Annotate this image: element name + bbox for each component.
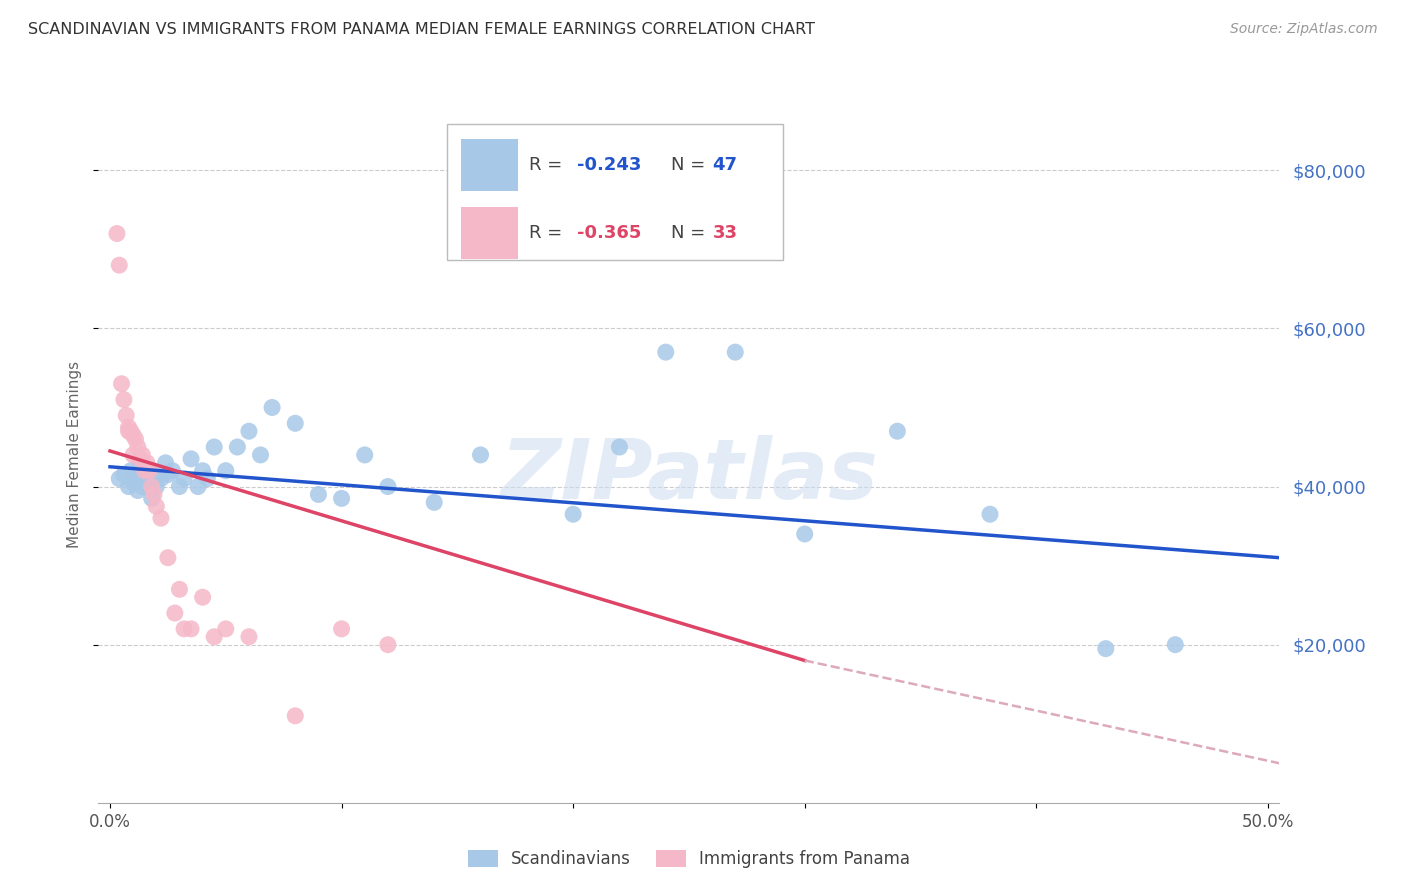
Point — [215, 464, 238, 478]
Point — [249, 448, 271, 462]
Point — [120, 464, 142, 478]
Point — [169, 582, 191, 597]
Point — [127, 440, 149, 454]
Point — [129, 456, 152, 470]
Point — [108, 472, 131, 486]
Point — [131, 479, 153, 493]
Text: -0.243: -0.243 — [576, 156, 641, 174]
Text: 33: 33 — [713, 224, 738, 242]
Point — [307, 487, 329, 501]
Point — [173, 622, 195, 636]
Y-axis label: Median Female Earnings: Median Female Earnings — [67, 361, 83, 549]
Point — [112, 392, 135, 407]
Point — [470, 448, 492, 462]
Point — [238, 424, 260, 438]
Point — [143, 467, 166, 482]
Point — [202, 440, 225, 454]
Point — [129, 451, 152, 466]
Point — [122, 428, 145, 442]
Point — [156, 467, 179, 482]
Text: N =: N = — [671, 156, 711, 174]
Point — [141, 491, 163, 506]
Point — [138, 479, 160, 493]
Bar — [461, 207, 517, 259]
Point — [1094, 641, 1116, 656]
Bar — [461, 139, 517, 191]
Point — [886, 424, 908, 438]
Point — [238, 630, 260, 644]
Point — [105, 227, 128, 241]
Point — [149, 472, 172, 486]
Point — [149, 511, 172, 525]
Point — [134, 472, 156, 486]
Point — [115, 409, 138, 423]
Text: SCANDINAVIAN VS IMMIGRANTS FROM PANAMA MEDIAN FEMALE EARNINGS CORRELATION CHART: SCANDINAVIAN VS IMMIGRANTS FROM PANAMA M… — [28, 22, 815, 37]
Text: ZIPatlas: ZIPatlas — [501, 435, 877, 516]
Point — [138, 464, 160, 478]
Text: Source: ZipAtlas.com: Source: ZipAtlas.com — [1230, 22, 1378, 37]
Point — [122, 448, 145, 462]
Point — [120, 424, 142, 438]
Text: R =: R = — [530, 156, 568, 174]
Point — [562, 507, 585, 521]
Point — [136, 456, 159, 470]
Point — [284, 417, 307, 431]
Point — [353, 448, 375, 462]
Point — [195, 472, 218, 486]
Point — [155, 456, 177, 470]
Point — [124, 432, 146, 446]
Point — [1164, 638, 1187, 652]
Point — [793, 527, 815, 541]
Point — [127, 483, 149, 498]
Point — [330, 491, 353, 506]
Point — [122, 475, 145, 490]
Point — [284, 708, 307, 723]
Text: N =: N = — [671, 224, 711, 242]
Point — [134, 464, 156, 478]
Point — [180, 622, 202, 636]
Point — [162, 464, 184, 478]
Point — [117, 420, 139, 434]
Point — [655, 345, 678, 359]
Point — [145, 500, 167, 514]
Point — [191, 591, 214, 605]
Point — [143, 487, 166, 501]
Point — [187, 479, 209, 493]
Point — [124, 472, 146, 486]
Point — [215, 622, 238, 636]
Point — [108, 258, 131, 272]
Point — [377, 479, 399, 493]
Point — [202, 630, 225, 644]
Text: 47: 47 — [713, 156, 738, 174]
Point — [173, 472, 195, 486]
Point — [117, 479, 139, 493]
FancyBboxPatch shape — [447, 124, 783, 260]
Point — [145, 479, 167, 493]
Point — [117, 424, 139, 438]
Point — [377, 638, 399, 652]
Text: R =: R = — [530, 224, 568, 242]
Point — [423, 495, 446, 509]
Point — [163, 606, 186, 620]
Point — [141, 479, 163, 493]
Point — [226, 440, 249, 454]
Point — [110, 376, 132, 391]
Point — [262, 401, 284, 415]
Point — [979, 507, 1001, 521]
Point — [136, 464, 159, 478]
Point — [724, 345, 747, 359]
Point — [169, 479, 191, 493]
Point — [131, 448, 153, 462]
Point — [112, 467, 135, 482]
Point — [609, 440, 631, 454]
Legend: Scandinavians, Immigrants from Panama: Scandinavians, Immigrants from Panama — [461, 843, 917, 874]
Point — [180, 451, 202, 466]
Point — [156, 550, 179, 565]
Point — [330, 622, 353, 636]
Text: -0.365: -0.365 — [576, 224, 641, 242]
Point — [191, 464, 214, 478]
